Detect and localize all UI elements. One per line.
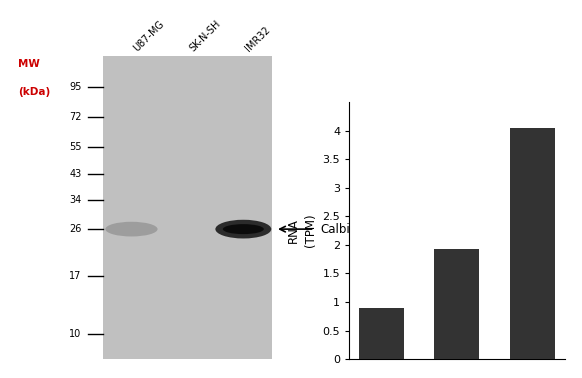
Ellipse shape: [223, 224, 264, 234]
Bar: [434, 249, 480, 359]
Text: 10: 10: [69, 329, 81, 339]
Ellipse shape: [105, 222, 158, 237]
Text: 72: 72: [69, 112, 81, 122]
Text: 95: 95: [69, 82, 81, 92]
Ellipse shape: [215, 220, 271, 239]
Text: (kDa): (kDa): [18, 87, 50, 97]
Text: Calbindin: Calbindin: [321, 223, 376, 235]
Text: MW: MW: [18, 59, 40, 70]
Text: IMR32: IMR32: [243, 25, 272, 54]
Text: SK-N-SH: SK-N-SH: [187, 19, 222, 54]
Text: U87-MG: U87-MG: [132, 19, 166, 54]
Text: 34: 34: [69, 195, 81, 204]
Bar: [510, 128, 555, 359]
Bar: [102, 56, 272, 359]
Text: 55: 55: [69, 142, 81, 152]
Bar: [359, 308, 404, 359]
Text: 43: 43: [69, 169, 81, 179]
Text: 26: 26: [69, 224, 81, 234]
Y-axis label: RNA
(TPM): RNA (TPM): [287, 214, 317, 247]
Text: 17: 17: [69, 271, 81, 281]
